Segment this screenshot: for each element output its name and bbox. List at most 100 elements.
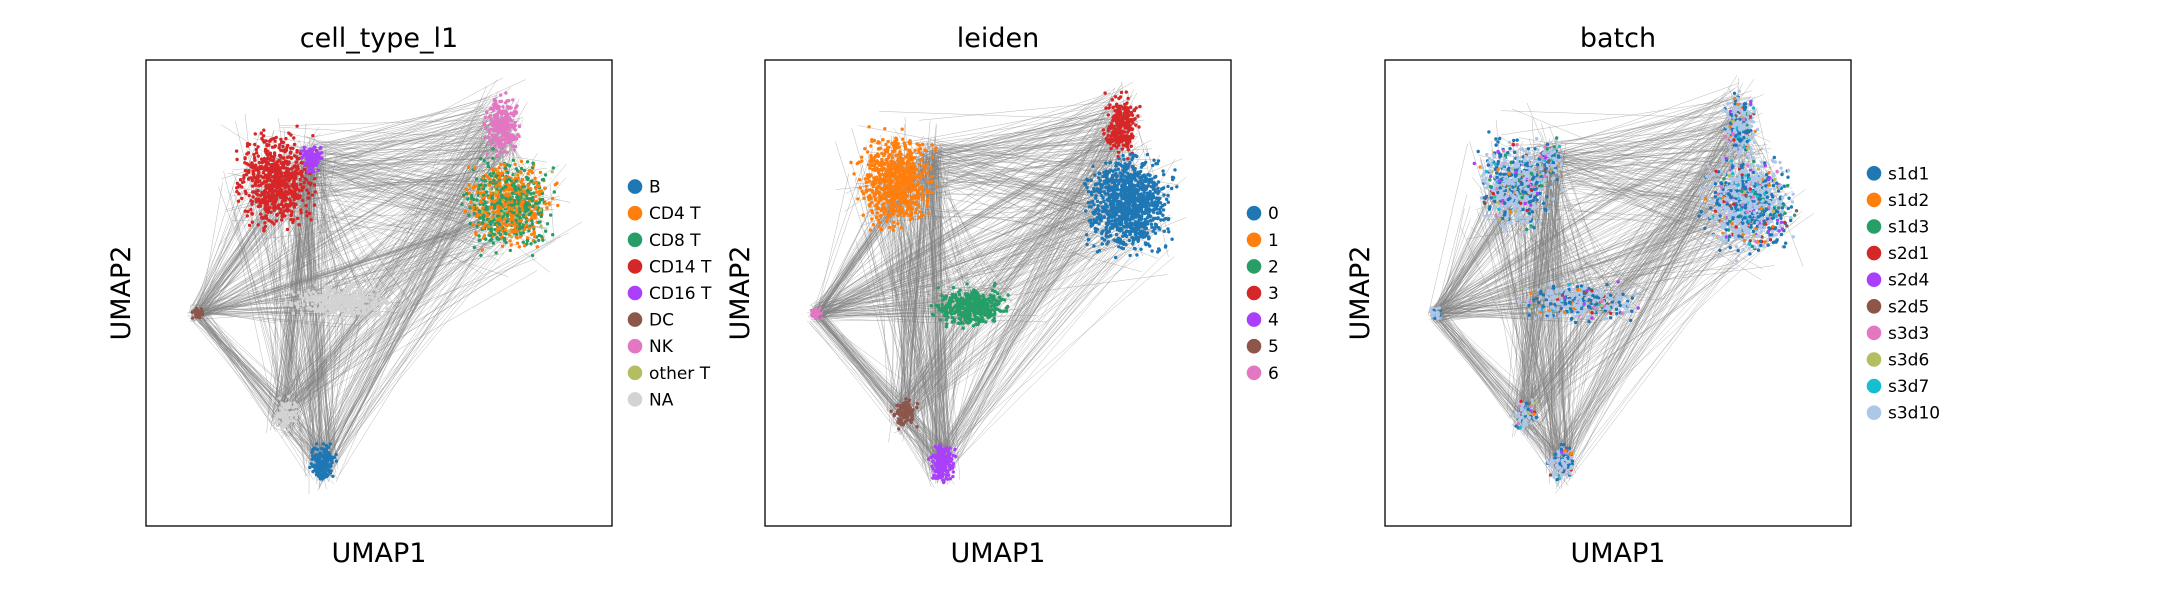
point-cluster-1 — [886, 161, 890, 165]
point-cluster-1 — [867, 125, 871, 129]
point-cd14-t — [285, 209, 290, 213]
point-na — [291, 406, 296, 410]
point-t-cell — [513, 185, 518, 189]
point-cluster-0 — [1170, 237, 1174, 241]
point-b — [310, 450, 314, 455]
point-t-cell — [539, 224, 543, 228]
point-cd14-t — [251, 190, 255, 194]
point-cd14-t — [292, 173, 297, 177]
point-cd14-t — [264, 157, 268, 162]
point-cluster-3 — [1120, 116, 1124, 120]
point-cd14-t — [254, 197, 258, 201]
point-cluster-0 — [1139, 247, 1143, 251]
point-na — [337, 292, 341, 296]
point-cluster-1 — [903, 144, 907, 148]
point-nk — [499, 150, 503, 154]
point-t-cell — [503, 184, 508, 189]
point-cluster-3 — [1112, 133, 1116, 138]
point-cd14-t — [247, 169, 251, 173]
point-t-cell — [505, 197, 509, 201]
point-t-cell — [521, 182, 525, 186]
point-cd14-t — [245, 144, 250, 148]
point-cluster-0 — [1118, 237, 1122, 241]
point-cluster-3 — [1125, 136, 1129, 140]
point-cluster-1 — [886, 212, 890, 216]
point-cd14-t — [240, 196, 244, 201]
point-na — [384, 301, 389, 306]
point-t-cell — [515, 232, 519, 237]
point-b — [318, 472, 322, 477]
point-cd14-t — [272, 145, 277, 149]
point-na — [361, 292, 365, 297]
point-cluster-0 — [1132, 199, 1137, 203]
point-cluster-3 — [1122, 130, 1127, 134]
point-cluster-1 — [866, 195, 870, 199]
point-t-cell — [483, 179, 487, 183]
legend-label: CD14 T — [649, 257, 712, 277]
point-t-cell — [486, 161, 490, 165]
point-cluster-0 — [1133, 171, 1137, 175]
point-t-cell — [521, 185, 525, 189]
point-cd14-t — [245, 162, 249, 166]
point-cluster-0 — [1126, 174, 1131, 179]
point-t-cell — [526, 188, 530, 192]
point-nk — [513, 128, 517, 132]
point-nk — [514, 106, 518, 110]
point-cluster-3 — [1106, 113, 1111, 117]
point-cd14-t — [245, 152, 249, 156]
point-cluster-1 — [849, 160, 853, 165]
point-cluster-1 — [892, 220, 896, 224]
legend-label: other T — [649, 364, 711, 384]
point-cluster-1 — [881, 203, 885, 207]
point-t-cell — [520, 208, 525, 212]
point-cluster-0 — [1130, 157, 1134, 162]
point-cluster-1 — [912, 167, 916, 171]
point-cd14-t — [306, 191, 311, 195]
point-t-cell — [475, 190, 480, 194]
point-t-cell — [520, 205, 524, 209]
point-na — [360, 300, 364, 304]
point-b — [334, 452, 338, 457]
point-cd16-t — [316, 156, 320, 160]
legend-marker — [627, 179, 643, 194]
point-cluster-0 — [1156, 216, 1160, 220]
point-cluster-0 — [1115, 186, 1119, 191]
point-cd14-t — [289, 150, 293, 154]
point-na — [379, 297, 383, 302]
point-nk — [489, 142, 493, 147]
point-cluster-0 — [1162, 229, 1167, 233]
point-nk — [500, 120, 504, 124]
point-t-cell — [464, 187, 468, 191]
point-na — [305, 294, 310, 299]
point-cluster-0 — [1121, 193, 1125, 198]
point-cluster-0 — [1139, 169, 1143, 174]
point-cluster-1 — [891, 167, 895, 171]
point-na — [337, 298, 342, 302]
point-cluster-1 — [883, 148, 887, 152]
point-cluster-0 — [1135, 253, 1139, 257]
point-cluster-3 — [1108, 126, 1112, 131]
point-cd14-t — [251, 195, 255, 199]
point-na — [282, 402, 286, 406]
point-cluster-0 — [1089, 178, 1094, 182]
point-t-cell — [534, 194, 538, 199]
point-cluster-1 — [874, 215, 879, 220]
point-cd14-t — [283, 175, 287, 179]
point-cluster-1 — [883, 196, 887, 201]
point-cluster-1 — [930, 175, 934, 179]
point-cluster-1 — [866, 188, 870, 193]
point-cd14-t — [294, 176, 298, 181]
point-cluster-1 — [909, 204, 913, 208]
point-t-cell — [478, 209, 482, 214]
point-cluster-1 — [910, 158, 914, 162]
point-cd14-t — [263, 197, 267, 201]
point-cd14-t — [278, 143, 282, 147]
point-nk — [485, 152, 489, 156]
point-cluster-0 — [1106, 219, 1111, 224]
point-t-cell — [474, 231, 478, 235]
point-t-cell — [484, 190, 489, 194]
point-cluster-1 — [891, 180, 895, 184]
point-nk — [508, 137, 513, 141]
point-t-cell — [483, 183, 487, 188]
point-cluster-1 — [908, 139, 912, 143]
